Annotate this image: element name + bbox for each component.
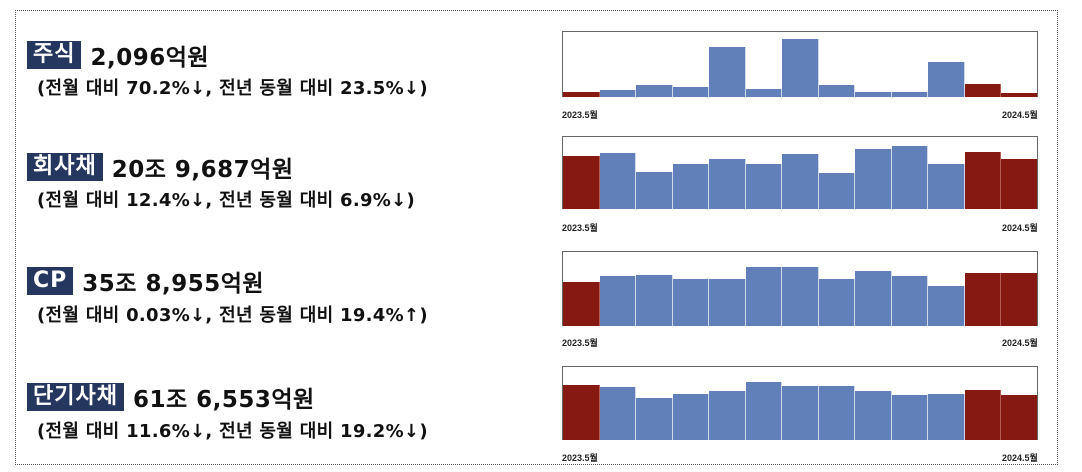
chart-bars xyxy=(563,137,1037,209)
bar-2023.8 xyxy=(672,278,710,326)
bar-2023.9 xyxy=(709,159,746,209)
bar-2023.9 xyxy=(709,391,746,440)
bar-2023.7 xyxy=(636,274,673,326)
x-label-start: 2023.5월 xyxy=(562,223,598,233)
bar-2023.10 xyxy=(745,89,783,97)
bar-2023.12 xyxy=(818,84,856,97)
section-amount: 61조 6,553억원 xyxy=(132,387,315,413)
section-short-term-bond-headline: 단기사채 61조 6,553억원 xyxy=(27,380,315,414)
bar-2023.6 xyxy=(599,275,637,326)
bar-2023.5 xyxy=(563,282,600,326)
bar-2023.5 xyxy=(563,155,600,209)
bar-2023.10 xyxy=(745,266,783,326)
x-label-end: 2024.5월 xyxy=(1002,338,1038,348)
bar-2023.10 xyxy=(745,164,783,209)
section-change-text: (전월 대비 0.03%↓, 전년 동월 대비 19.4%↑) xyxy=(37,305,428,326)
x-label-end: 2024.5월 xyxy=(1002,223,1038,233)
bar-2024.1 xyxy=(855,149,892,209)
section-change-text: (전월 대비 11.6%↓, 전년 동월 대비 19.2%↓) xyxy=(37,421,428,442)
bar-2024.5 xyxy=(1001,273,1037,326)
bar-2024.2 xyxy=(891,146,929,209)
section-badge: CP xyxy=(27,267,74,295)
bar-2024.3 xyxy=(928,164,965,209)
bar-2024.4 xyxy=(964,84,1002,97)
bar-2023.8 xyxy=(672,163,710,209)
x-label-start: 2023.5월 xyxy=(562,453,598,463)
bar-2024.4 xyxy=(964,389,1002,440)
bar-2024.3 xyxy=(928,394,965,440)
bar-2023.9 xyxy=(709,46,746,97)
chart-bars xyxy=(563,367,1037,440)
bar-2023.6 xyxy=(599,152,637,209)
bar-2023.7 xyxy=(636,397,673,440)
section-corporate-bond-headline: 회사채 20조 9,687억원 xyxy=(27,150,293,184)
outer-dotted-frame xyxy=(15,10,1058,465)
bar-2023.11 xyxy=(782,153,819,209)
bar-2024.4 xyxy=(964,152,1002,209)
bar-2023.10 xyxy=(745,382,783,440)
x-label-start: 2023.5월 xyxy=(562,110,598,120)
bar-2023.11 xyxy=(782,39,819,97)
section-cp-headline: CP 35조 8,955억원 xyxy=(27,264,264,298)
bar-2023.9 xyxy=(709,279,746,326)
section-stock-headline: 주식 2,096억원 xyxy=(27,38,209,72)
bar-2024.5 xyxy=(1001,394,1037,440)
bar-2023.8 xyxy=(672,86,710,97)
bar-2024.2 xyxy=(891,394,929,440)
bar-2023.11 xyxy=(782,385,819,440)
section-badge: 단기사채 xyxy=(27,383,124,411)
bar-2024.1 xyxy=(855,391,892,440)
cp-bar-chart xyxy=(562,251,1038,326)
bar-2024.5 xyxy=(1001,93,1037,97)
bar-2023.7 xyxy=(636,84,673,97)
section-change-text: (전월 대비 12.4%↓, 전년 동월 대비 6.9%↓) xyxy=(37,190,416,211)
bar-2023.12 xyxy=(818,278,856,326)
bar-2023.8 xyxy=(672,394,710,440)
bar-2023.6 xyxy=(599,387,637,440)
bar-2023.5 xyxy=(563,384,600,440)
x-label-start: 2023.5월 xyxy=(562,338,598,348)
chart-bars xyxy=(563,32,1037,97)
x-label-end: 2024.5월 xyxy=(1002,453,1038,463)
section-badge: 주식 xyxy=(27,41,82,69)
bar-2024.4 xyxy=(964,273,1002,326)
corporate-bond-bar-chart xyxy=(562,136,1038,209)
section-amount: 2,096억원 xyxy=(90,45,210,71)
bar-2023.7 xyxy=(636,172,673,209)
bar-2024.1 xyxy=(855,271,892,326)
bar-2024.3 xyxy=(928,61,965,97)
section-amount: 35조 8,955억원 xyxy=(82,271,265,297)
x-label-end: 2024.5월 xyxy=(1002,110,1038,120)
short-term-bond-bar-chart xyxy=(562,366,1038,440)
bar-2024.3 xyxy=(928,286,965,326)
chart-bars xyxy=(563,252,1037,326)
bar-2023.5 xyxy=(563,91,600,97)
bar-2023.12 xyxy=(818,173,856,209)
section-amount: 20조 9,687억원 xyxy=(111,157,294,183)
bar-2024.1 xyxy=(855,91,892,97)
bar-2024.2 xyxy=(891,92,929,97)
bar-2024.2 xyxy=(891,275,929,326)
bar-2023.6 xyxy=(599,89,637,97)
bar-2023.12 xyxy=(818,385,856,440)
stock-bar-chart xyxy=(562,31,1038,97)
bar-2024.5 xyxy=(1001,159,1037,209)
section-change-text: (전월 대비 70.2%↓, 전년 동월 대비 23.5%↓) xyxy=(37,78,428,99)
bar-2023.11 xyxy=(782,266,819,326)
section-badge: 회사채 xyxy=(27,153,103,181)
